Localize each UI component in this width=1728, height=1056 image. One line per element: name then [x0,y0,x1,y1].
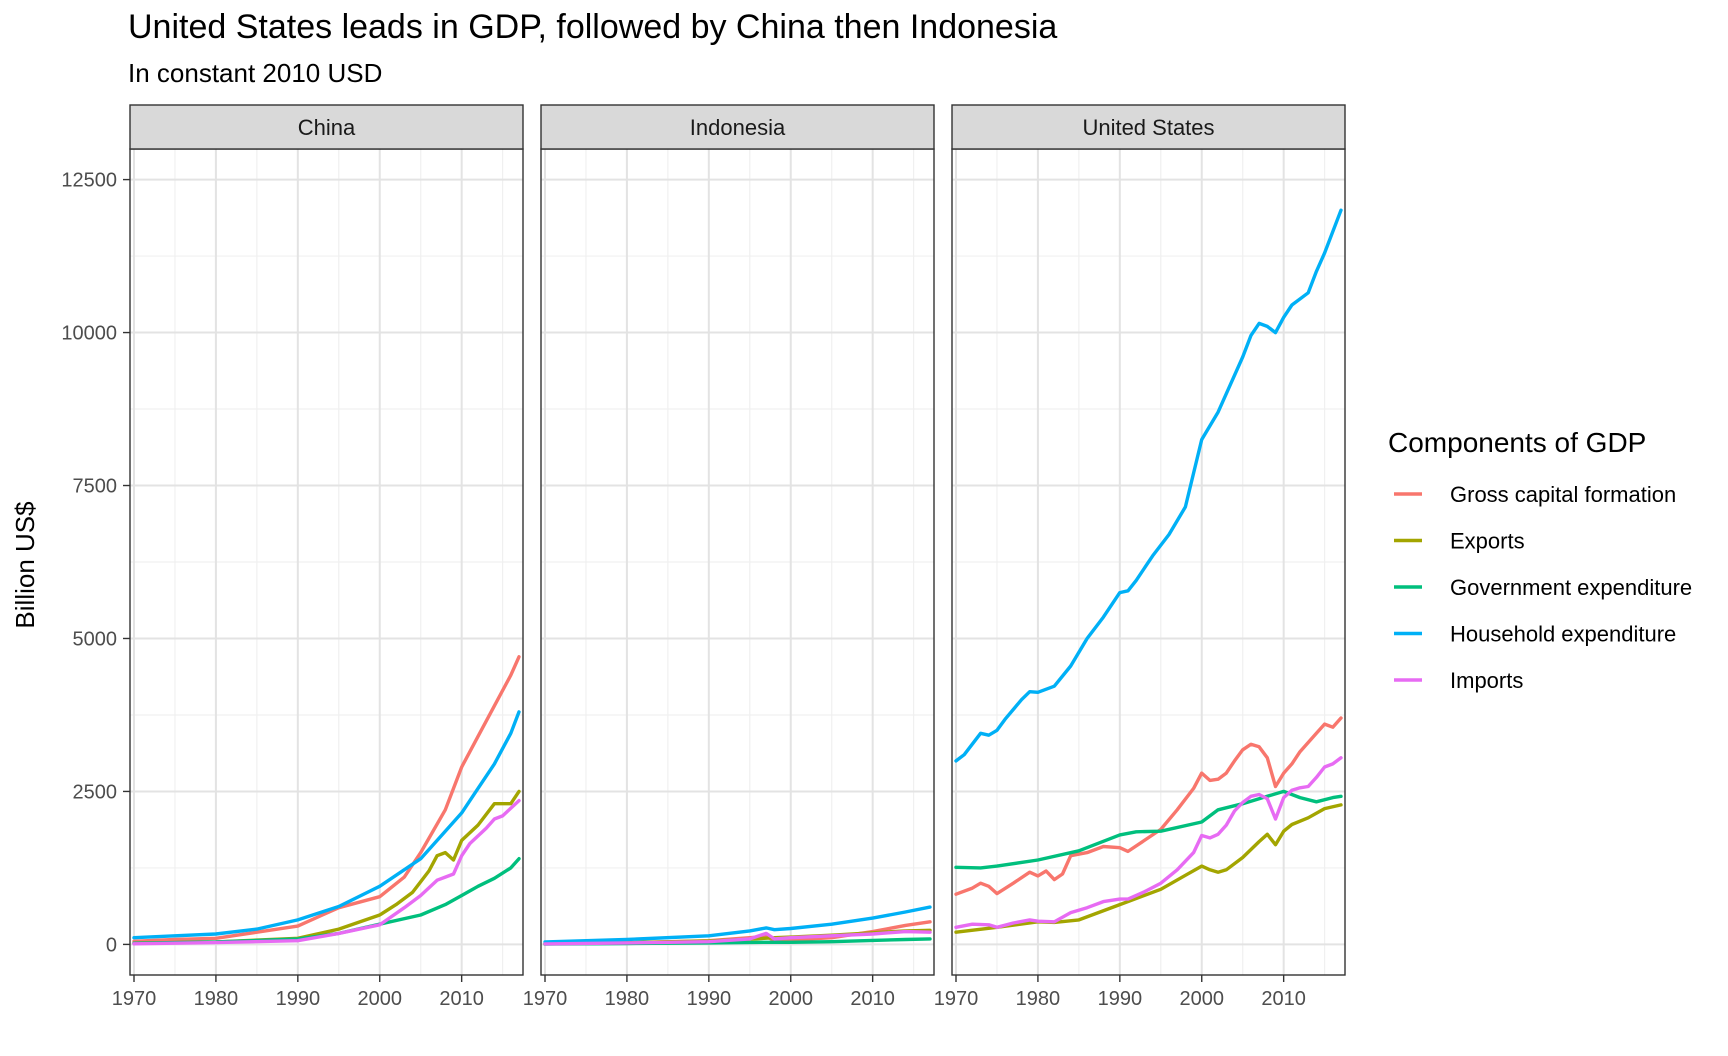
y-tick-label: 2500 [73,781,118,803]
legend-label-gov: Government expenditure [1450,575,1692,600]
chart-title: United States leads in GDP, followed by … [128,8,1057,46]
x-tick-label: 1980 [194,988,239,1010]
y-tick-label: 12500 [61,170,117,192]
series-line-imp [132,798,521,946]
panel-china: China 1970 1980 1990 2000 2010 [112,104,524,1010]
x-tick-label: 1990 [687,988,732,1010]
series-line-gcf [132,655,521,943]
x-tick-label: 2010 [1261,988,1306,1010]
legend-label-hh: Household expenditure [1450,622,1676,647]
chart-subtitle: In constant 2010 USD [128,58,382,88]
legend: Components of GDP Gross capital formatio… [1388,427,1692,693]
series-line-imp [543,929,932,946]
x-tick-label: 1970 [523,988,568,1010]
panel-indonesia: Indonesia 1970 1980 1990 2000 2010 [523,104,935,1010]
x-tick-label: 1970 [112,988,157,1010]
y-tick-label: 5000 [73,628,118,650]
x-tick-label: 1980 [605,988,650,1010]
strip-background [540,104,935,150]
x-tick-label: 1970 [934,988,979,1010]
series-line-hh [954,208,1343,763]
panel-united-states: United States 1970 1980 1990 2000 2010 [934,104,1346,1010]
x-tick-label: 1990 [1098,988,1143,1010]
strip-background [129,104,524,150]
x-tick-label: 2000 [357,988,402,1010]
x-tick-label: 1980 [1016,988,1061,1010]
series-line-hh [132,710,521,940]
x-tick-label: 2000 [768,988,813,1010]
series-line-gov [954,789,1343,870]
x-tick-label: 2000 [1179,988,1224,1010]
strip-background [951,104,1346,150]
series-line-gcf [954,716,1343,896]
x-tick-label: 2010 [439,988,484,1010]
series-line-imp [954,756,1343,929]
strip-label: Indonesia [690,115,786,140]
legend-title: Components of GDP [1388,427,1646,458]
legend-label-exp: Exports [1450,529,1525,554]
strip-label: China [298,115,356,140]
series-line-hh [543,905,932,944]
y-tick-label: 7500 [73,476,118,498]
legend-label-imp: Imports [1450,668,1523,693]
series-line-exp [954,803,1343,934]
y-tick-label: 10000 [61,323,117,345]
x-tick-label: 2010 [850,988,895,1010]
y-axis: 0 2500 5000 7500 10000 12500 [61,170,130,956]
strip-label: United States [1082,115,1214,140]
facet-panels: China 1970 1980 1990 2000 2010 Indonesia 1970 19… [112,104,1346,1010]
legend-label-gcf: Gross capital formation [1450,482,1676,507]
y-axis-title: Billion US$ [10,501,40,629]
x-tick-label: 1990 [276,988,321,1010]
y-tick-label: 0 [106,934,117,956]
